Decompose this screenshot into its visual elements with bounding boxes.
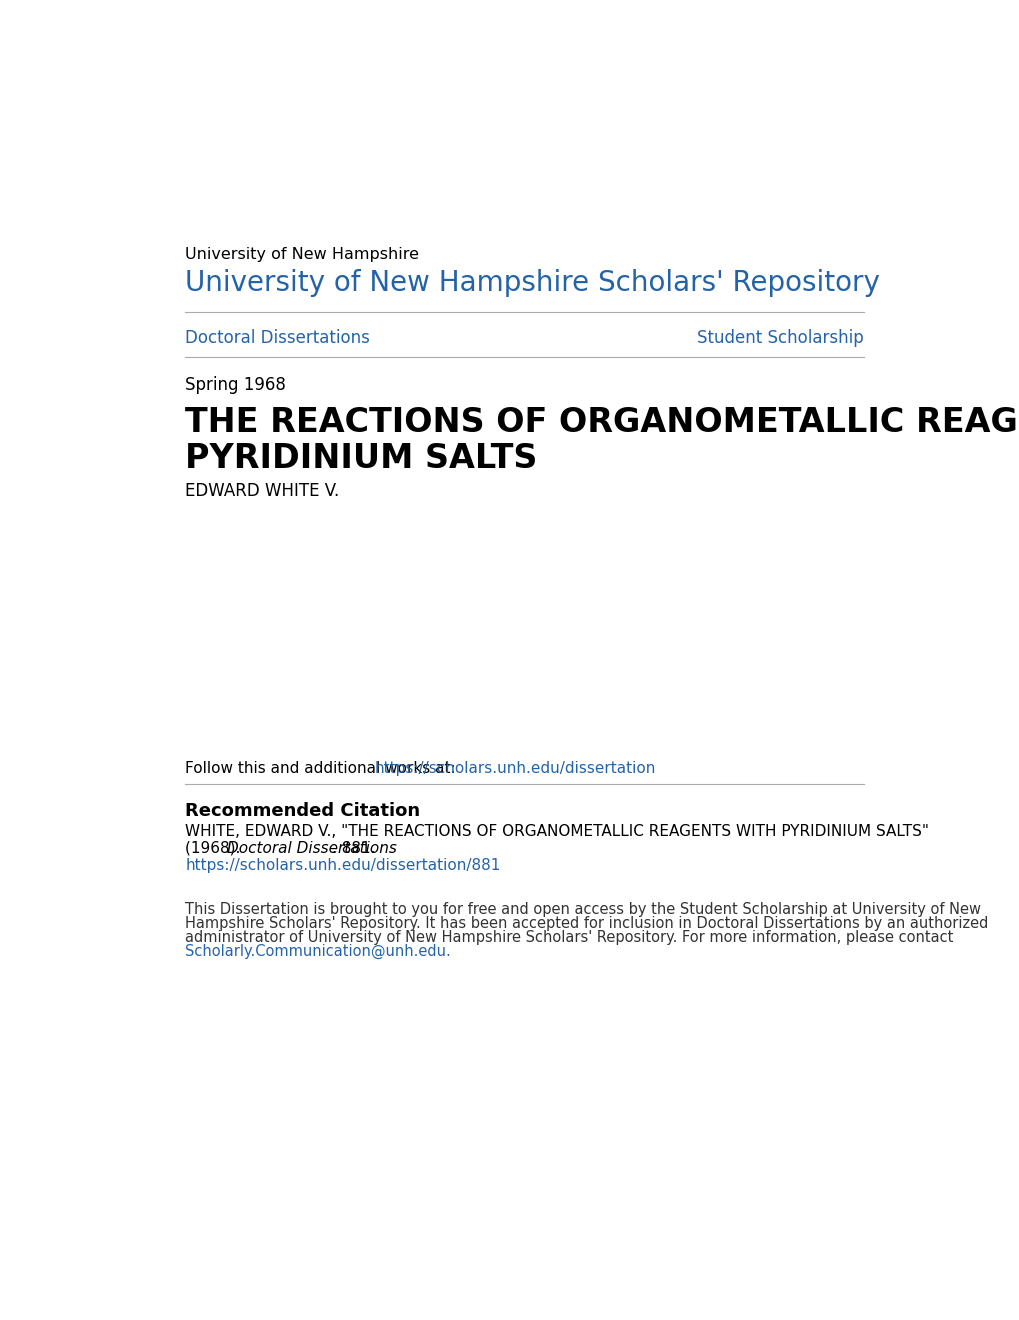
Text: Doctoral Dissertations: Doctoral Dissertations (185, 329, 370, 347)
Text: Student Scholarship: Student Scholarship (697, 329, 863, 347)
Text: PYRIDINIUM SALTS: PYRIDINIUM SALTS (185, 442, 537, 475)
Text: Scholarly.Communication@unh.edu.: Scholarly.Communication@unh.edu. (185, 944, 450, 960)
Text: EDWARD WHITE V.: EDWARD WHITE V. (185, 482, 339, 500)
Text: Recommended Citation: Recommended Citation (185, 803, 420, 820)
Text: (1968).: (1968). (185, 841, 246, 855)
Text: . 881.: . 881. (331, 841, 375, 855)
Text: Spring 1968: Spring 1968 (185, 376, 285, 395)
Text: University of New Hampshire Scholars' Repository: University of New Hampshire Scholars' Re… (185, 268, 879, 297)
Text: Doctoral Dissertations: Doctoral Dissertations (227, 841, 396, 855)
Text: THE REACTIONS OF ORGANOMETALLIC REAGENTS WITH: THE REACTIONS OF ORGANOMETALLIC REAGENTS… (185, 407, 1019, 440)
Text: Follow this and additional works at:: Follow this and additional works at: (185, 760, 461, 776)
Text: Hampshire Scholars' Repository. It has been accepted for inclusion in Doctoral D: Hampshire Scholars' Repository. It has b… (185, 916, 987, 931)
Text: https://scholars.unh.edu/dissertation/881: https://scholars.unh.edu/dissertation/88… (185, 858, 500, 873)
Text: University of New Hampshire: University of New Hampshire (185, 247, 419, 261)
Text: This Dissertation is brought to you for free and open access by the Student Scho: This Dissertation is brought to you for … (185, 903, 980, 917)
Text: https://scholars.unh.edu/dissertation: https://scholars.unh.edu/dissertation (375, 760, 656, 776)
Text: administrator of University of New Hampshire Scholars' Repository. For more info: administrator of University of New Hamps… (185, 929, 953, 945)
Text: WHITE, EDWARD V., "THE REACTIONS OF ORGANOMETALLIC REAGENTS WITH PYRIDINIUM SALT: WHITE, EDWARD V., "THE REACTIONS OF ORGA… (185, 824, 928, 838)
